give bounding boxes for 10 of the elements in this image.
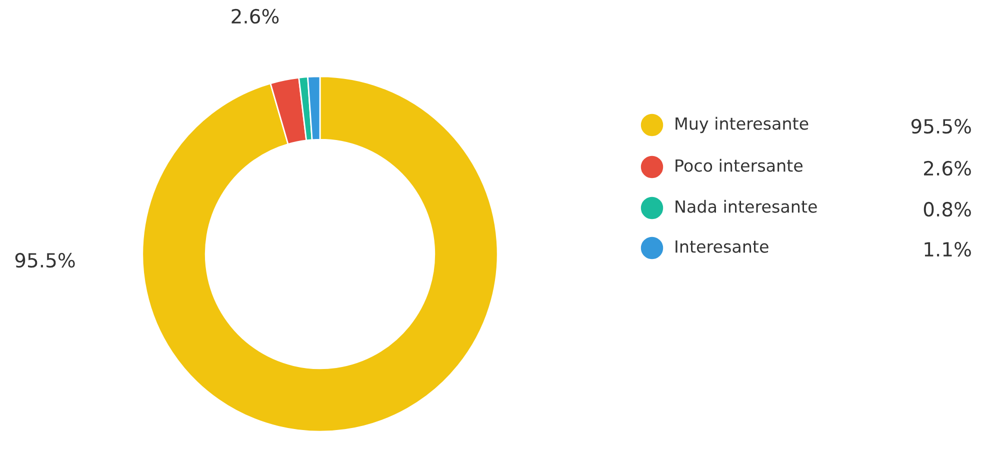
legend-label: Poco intersante (676, 158, 802, 172)
data-label: 1.1% (924, 242, 971, 257)
legend-label: Muy interesante (676, 116, 808, 134)
data-label: 95.5% (15, 252, 75, 268)
text: 95.5% (911, 118, 971, 134)
data-label: 0.8% (924, 202, 971, 217)
legend-label: Nada interesante (676, 200, 817, 213)
data-label: 2.6% (232, 8, 279, 24)
text: 2.6% (924, 160, 971, 176)
legend-label: Interesante (676, 240, 768, 253)
